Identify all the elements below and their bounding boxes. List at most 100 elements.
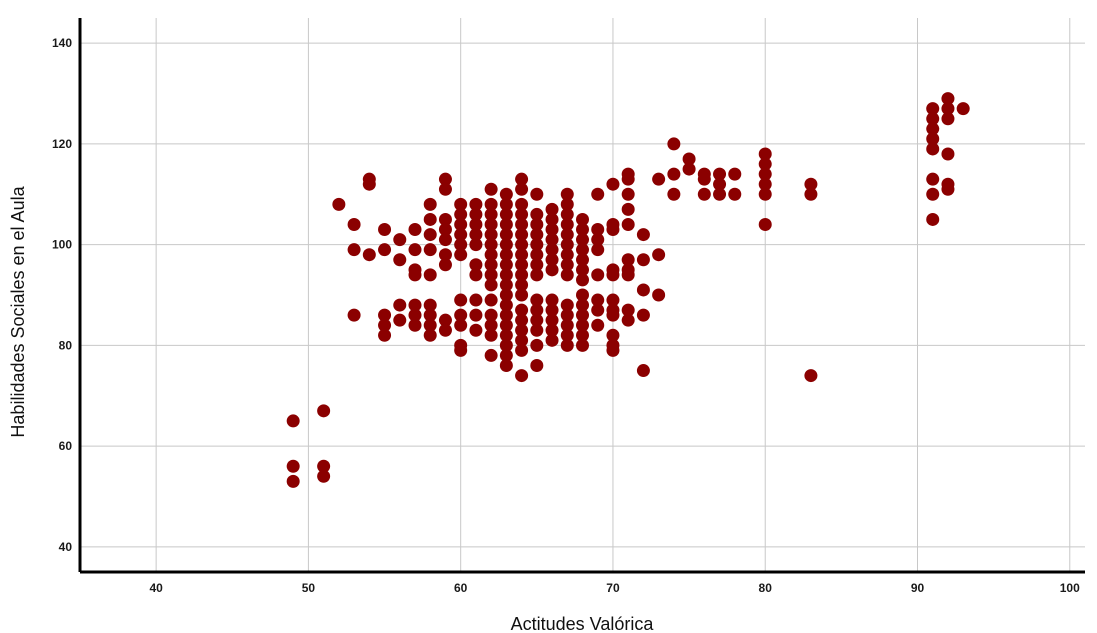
data-point xyxy=(378,223,392,237)
data-point xyxy=(713,187,727,201)
data-point xyxy=(347,308,361,322)
data-points xyxy=(286,92,970,488)
data-point xyxy=(591,223,605,237)
data-point xyxy=(454,308,468,322)
data-point xyxy=(713,177,727,191)
data-point xyxy=(682,152,696,166)
data-point xyxy=(484,318,498,332)
data-point xyxy=(499,359,513,373)
data-point xyxy=(606,268,620,282)
data-point xyxy=(499,338,513,352)
data-point xyxy=(438,233,452,247)
data-point xyxy=(469,258,483,272)
data-point xyxy=(926,112,940,126)
data-point xyxy=(484,278,498,292)
data-point xyxy=(286,414,300,428)
data-point xyxy=(484,182,498,196)
data-point xyxy=(804,177,818,191)
x-axis-title: Actitudes Valórica xyxy=(511,614,655,633)
data-point xyxy=(621,187,635,201)
data-point xyxy=(499,238,513,252)
data-point xyxy=(454,248,468,262)
data-point xyxy=(758,187,772,201)
data-point xyxy=(499,207,513,221)
data-point xyxy=(591,187,605,201)
data-point xyxy=(545,253,559,267)
data-point xyxy=(286,459,300,473)
data-point xyxy=(682,162,696,176)
data-point xyxy=(438,248,452,262)
y-tick-label: 40 xyxy=(59,540,73,554)
data-point xyxy=(423,318,437,332)
data-point xyxy=(545,303,559,317)
data-point xyxy=(515,258,529,272)
data-point xyxy=(393,253,407,267)
data-point xyxy=(926,187,940,201)
data-point xyxy=(423,328,437,342)
axes xyxy=(78,18,1085,574)
data-point xyxy=(560,338,574,352)
data-point xyxy=(438,212,452,226)
data-point xyxy=(560,187,574,201)
data-point xyxy=(926,132,940,146)
data-point xyxy=(499,298,513,312)
data-point xyxy=(454,293,468,307)
data-point xyxy=(499,348,513,362)
data-point xyxy=(591,233,605,247)
data-point xyxy=(484,268,498,282)
x-tick-label: 60 xyxy=(454,581,468,595)
data-point xyxy=(621,268,635,282)
data-point xyxy=(560,248,574,262)
x-tick-label: 70 xyxy=(606,581,620,595)
data-point xyxy=(378,328,392,342)
data-point xyxy=(560,308,574,322)
data-point xyxy=(438,258,452,272)
data-point xyxy=(484,328,498,342)
data-point xyxy=(438,223,452,237)
data-point xyxy=(530,338,544,352)
data-point xyxy=(545,202,559,216)
data-point xyxy=(545,323,559,337)
data-point xyxy=(606,308,620,322)
data-point xyxy=(804,369,818,383)
data-point xyxy=(499,268,513,282)
data-point xyxy=(484,217,498,231)
data-point xyxy=(606,177,620,191)
data-point xyxy=(560,217,574,231)
data-point xyxy=(545,223,559,237)
data-point xyxy=(423,298,437,312)
data-point xyxy=(652,248,666,262)
data-point xyxy=(530,323,544,337)
data-point xyxy=(423,243,437,257)
data-point xyxy=(576,273,589,287)
data-point xyxy=(347,217,361,231)
data-point xyxy=(317,404,331,418)
data-point xyxy=(530,187,544,201)
data-point xyxy=(332,197,346,211)
data-point xyxy=(423,212,437,226)
data-point xyxy=(530,268,544,282)
data-point xyxy=(591,293,605,307)
y-tick-label: 100 xyxy=(52,238,72,252)
data-point xyxy=(499,258,513,272)
data-point xyxy=(545,233,559,247)
grid-lines xyxy=(80,18,1085,572)
data-point xyxy=(636,364,650,378)
data-point xyxy=(408,308,422,322)
data-point xyxy=(545,333,559,347)
data-point xyxy=(530,258,544,272)
data-point xyxy=(484,348,498,362)
data-point xyxy=(484,258,498,272)
data-point xyxy=(576,212,589,226)
data-point xyxy=(941,112,955,126)
data-point xyxy=(941,92,955,106)
data-point xyxy=(545,243,559,257)
data-point xyxy=(606,328,620,342)
data-point xyxy=(667,187,681,201)
data-point xyxy=(499,288,513,302)
data-point xyxy=(454,228,468,242)
data-point xyxy=(576,308,589,322)
data-point xyxy=(621,172,635,186)
data-point xyxy=(591,318,605,332)
